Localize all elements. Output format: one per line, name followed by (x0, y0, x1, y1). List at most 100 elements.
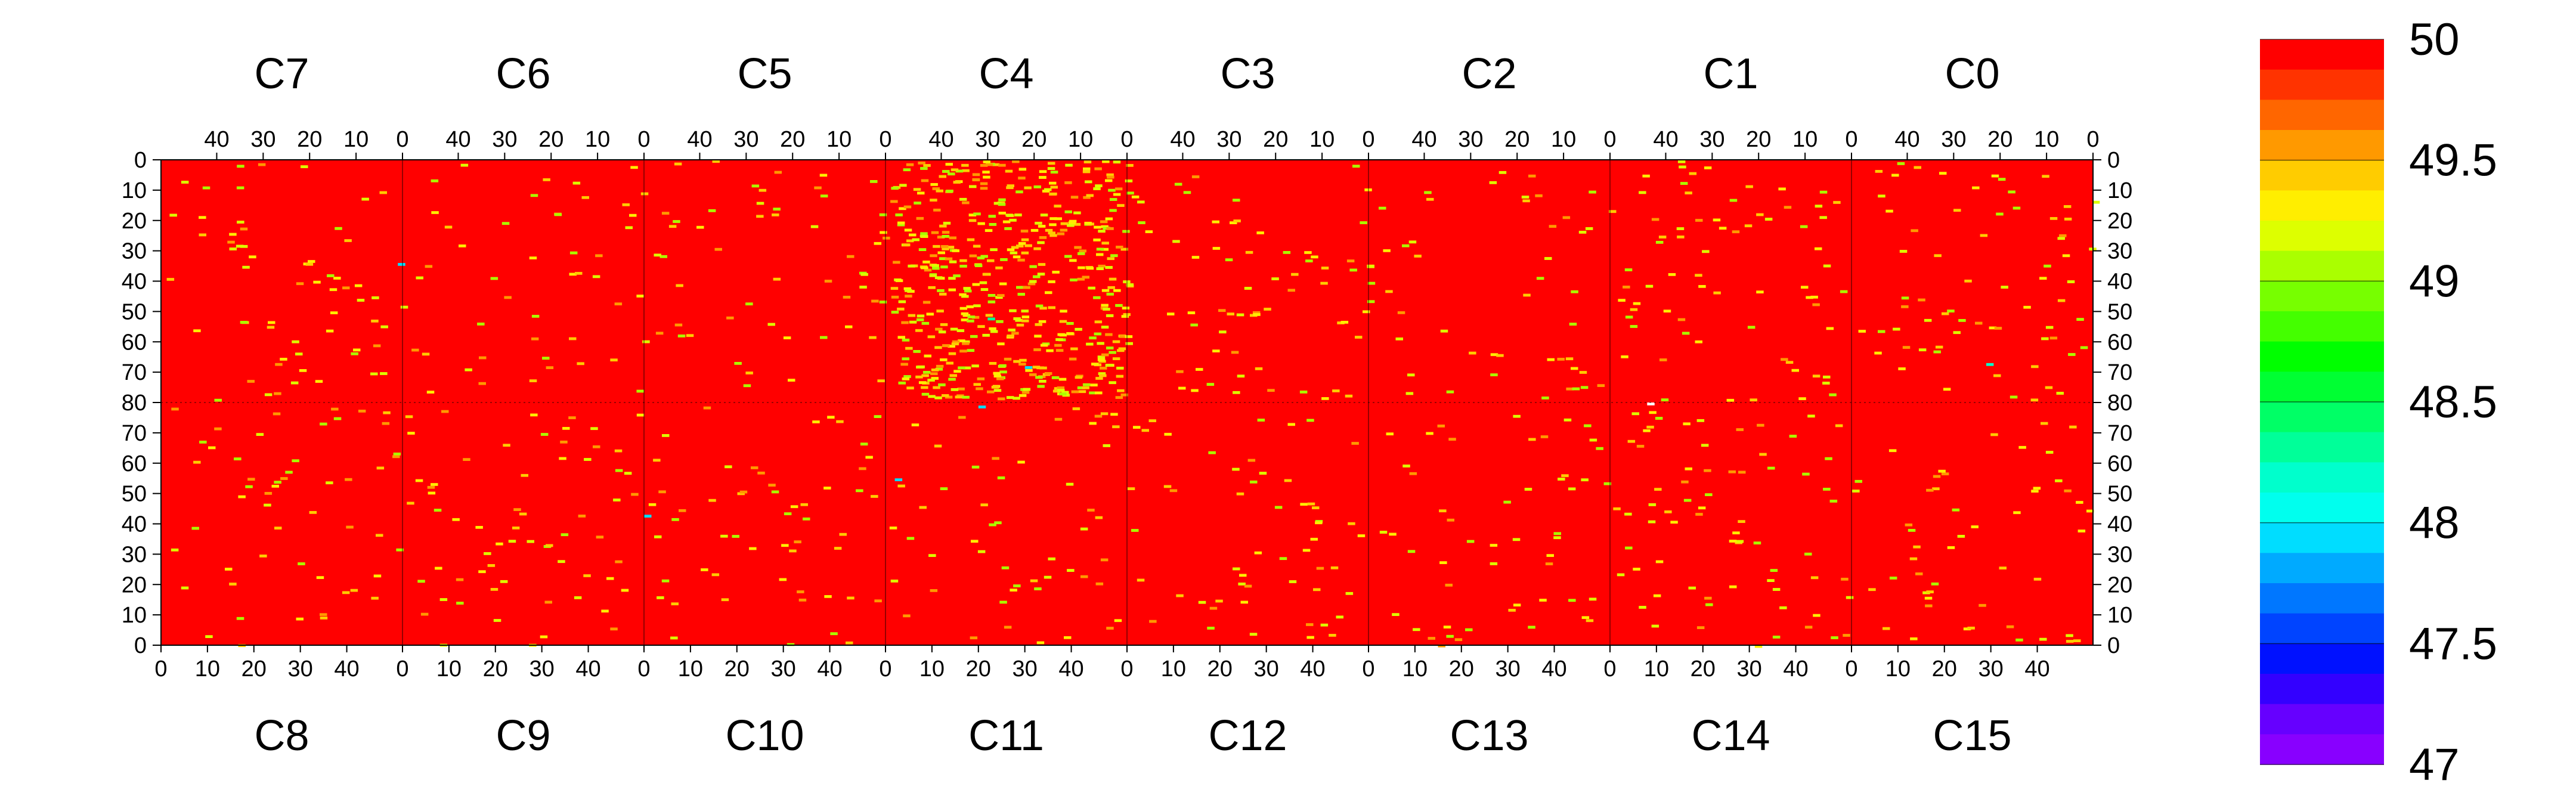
heatmap-pixel (1106, 346, 1114, 349)
heatmap-pixel (1625, 315, 1633, 319)
heatmap-pixel (1695, 219, 1703, 222)
heatmap-pixel (1064, 636, 1072, 639)
heatmap-pixel (392, 455, 400, 459)
heatmap-pixel (1815, 205, 1823, 208)
heatmap-pixel (962, 395, 970, 399)
heatmap-pixel (1585, 227, 1593, 230)
heatmap-pixel (890, 200, 898, 203)
x-tick-label-bottom: 10 (678, 657, 703, 682)
heatmap-pixel (906, 386, 914, 390)
heatmap-pixel (1069, 219, 1077, 223)
x-tick-label-bottom: 30 (530, 657, 555, 682)
heatmap-pixel (1190, 323, 1198, 327)
heatmap-pixel (922, 301, 931, 304)
heatmap-pixel (242, 265, 250, 269)
heatmap-pixel (1044, 188, 1052, 191)
heatmap-pixel (1655, 241, 1664, 244)
heatmap-pixel (997, 294, 1005, 297)
heatmap-pixel (1089, 422, 1097, 425)
heatmap-pixel (1408, 240, 1417, 244)
heatmap-pixel (820, 194, 828, 198)
heatmap-pixel (2064, 218, 2072, 221)
heatmap-pixel (1409, 472, 1417, 475)
heatmap-pixel (1283, 251, 1291, 254)
heatmap-pixel (973, 212, 981, 216)
heatmap-pixel (1005, 213, 1013, 217)
heatmap-pixel (1651, 218, 1659, 221)
x-tick-label-top: 20 (1987, 127, 2012, 152)
heatmap-pixel (1668, 273, 1676, 276)
heatmap-pixel (1914, 166, 1921, 169)
heatmap-pixel (508, 540, 516, 543)
heatmap-pixel (439, 598, 448, 601)
heatmap-pixel (934, 444, 942, 448)
heatmap-pixel (2080, 346, 2088, 349)
colorbar-tick-label: 47 (2409, 739, 2460, 790)
heatmap-pixel (1975, 321, 1983, 325)
heatmap-pixel (959, 197, 967, 201)
heatmap-pixel (2033, 487, 2041, 490)
heatmap-pixel (1086, 267, 1094, 270)
heatmap-pixel (950, 168, 959, 172)
heatmap-pixel (1039, 176, 1046, 179)
heatmap-pixel (2055, 479, 2063, 482)
heatmap-pixel (181, 181, 189, 184)
heatmap-pixel (1688, 586, 1696, 590)
heatmap-pixel (1091, 363, 1099, 366)
heatmap-pixel (930, 199, 937, 202)
heatmap-pixel (903, 243, 911, 247)
heatmap-pixel (1402, 244, 1410, 247)
heatmap-pixel (529, 379, 537, 382)
heatmap-pixel (371, 596, 379, 600)
heatmap-pixel (376, 466, 385, 470)
heatmap-pixel (969, 254, 977, 258)
heatmap-pixel (919, 506, 927, 509)
heatmap-pixel (1107, 286, 1115, 289)
heatmap-pixel (930, 589, 938, 592)
heatmap-pixel (935, 367, 943, 371)
heatmap-pixel (1244, 287, 1252, 290)
x-tick-label-top: 40 (204, 127, 229, 152)
heatmap-pixel (976, 387, 983, 391)
heatmap-pixel (1054, 343, 1062, 347)
heatmap-pixel (657, 596, 664, 599)
heatmap-pixel (773, 208, 781, 211)
heatmap-pixel (1513, 414, 1521, 418)
heatmap-pixel (2077, 530, 2086, 532)
heatmap-pixel (1931, 582, 1939, 586)
heatmap-pixel (905, 295, 912, 298)
heatmap-pixel (1653, 594, 1661, 597)
heatmap-pixel (1729, 585, 1737, 589)
heatmap-pixel (1779, 606, 1787, 609)
heatmap-pixel (1033, 185, 1041, 188)
heatmap-pixel (1233, 199, 1240, 202)
heatmap-pixel (1215, 599, 1223, 603)
heatmap-pixel (1702, 250, 1710, 253)
heatmap-pixel (1057, 232, 1065, 236)
heatmap-pixel (1888, 449, 1897, 453)
heatmap-pixel (937, 236, 945, 239)
heatmap-pixel (749, 547, 757, 550)
heatmap-pixel (1581, 478, 1589, 482)
heatmap-pixel (1584, 424, 1592, 428)
heatmap-pixel (1386, 432, 1394, 436)
heatmap-pixel (1039, 306, 1047, 310)
heatmap-pixel (1113, 160, 1121, 164)
heatmap-pixel (948, 377, 956, 381)
heatmap-pixel (916, 318, 924, 321)
heatmap-pixel (1021, 319, 1029, 323)
chip-label-bottom: C13 (1450, 712, 1528, 760)
heatmap-pixel (1320, 281, 1328, 285)
heatmap-pixel (989, 223, 997, 226)
heatmap-pixel (870, 180, 878, 183)
heatmap-pixel (1732, 531, 1740, 535)
heatmap-pixel (1963, 627, 1971, 631)
heatmap-pixel (968, 213, 977, 216)
heatmap-pixel (1304, 251, 1312, 254)
heatmap-pixel (1729, 199, 1738, 202)
heatmap-pixel (1072, 407, 1080, 410)
y-tick-label-right: 30 (2107, 239, 2132, 264)
heatmap-pixel (1623, 286, 1630, 289)
heatmap-pixel (1990, 433, 1998, 436)
heatmap-pixel (1141, 429, 1149, 432)
